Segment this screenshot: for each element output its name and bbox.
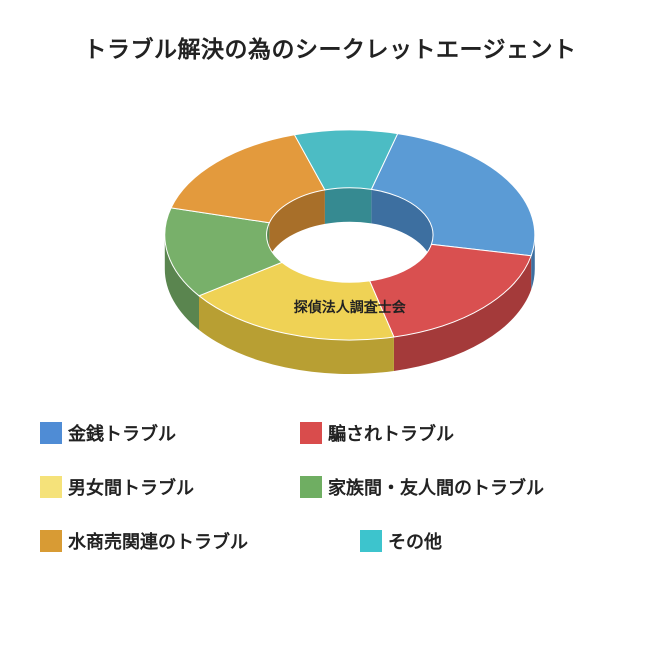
legend-item: 騙されトラブル — [300, 420, 454, 446]
slice-inner-side — [325, 188, 371, 224]
legend-swatch — [40, 530, 62, 552]
legend-label: 金銭トラブル — [68, 420, 176, 446]
legend-label: 水商売関連のトラブル — [68, 528, 248, 554]
legend-swatch — [300, 476, 322, 498]
legend-row: 男女間トラブル 家族間・友人間のトラブル — [40, 474, 620, 500]
legend-label: その他 — [388, 528, 442, 554]
legend-label: 家族間・友人間のトラブル — [328, 474, 544, 500]
legend-swatch — [40, 422, 62, 444]
legend-item: 金銭トラブル — [40, 420, 260, 446]
legend-label: 騙されトラブル — [328, 420, 454, 446]
legend-swatch — [360, 530, 382, 552]
legend-row: 金銭トラブル 騙されトラブル — [40, 420, 620, 446]
legend-label: 男女間トラブル — [68, 474, 194, 500]
legend-item: その他 — [360, 528, 442, 554]
slice-top — [371, 134, 534, 256]
legend: 金銭トラブル 騙されトラブル男女間トラブル 家族間・友人間のトラブル水商売関連のトラ… — [40, 420, 620, 582]
chart-center-label: 探偵法人調査士会 — [270, 297, 430, 317]
chart-title: トラブル解決の為のシークレットエージェント — [0, 30, 660, 64]
donut-chart: 探偵法人調査士会 — [0, 70, 660, 400]
chart-container: トラブル解決の為のシークレットエージェント 探偵法人調査士会 金銭トラブル 騙され… — [0, 0, 660, 660]
legend-swatch — [40, 476, 62, 498]
legend-item: 男女間トラブル — [40, 474, 260, 500]
legend-row: 水商売関連のトラブル その他 — [40, 528, 620, 554]
legend-item: 家族間・友人間のトラブル — [300, 474, 544, 500]
legend-swatch — [300, 422, 322, 444]
legend-item: 水商売関連のトラブル — [40, 528, 260, 554]
